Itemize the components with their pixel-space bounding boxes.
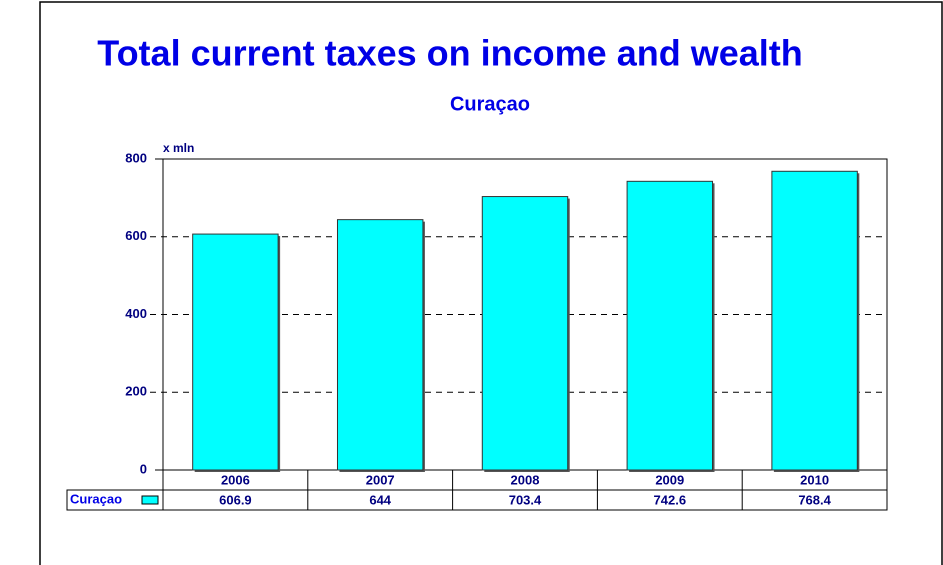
legend-label: Curaçao [70,491,122,506]
data-label: 768.4 [798,492,831,507]
y-tick-label: 200 [125,384,147,399]
data-label: 703.4 [509,492,542,507]
bar [192,233,279,471]
y-tick-label: 400 [125,306,147,321]
bar [481,196,569,471]
y-tick-label: 0 [140,461,147,476]
x-tick-label: 2006 [221,472,250,487]
chart-title: Total current taxes on income and wealth [97,33,802,74]
x-tick-label: 2010 [800,472,829,487]
bar [626,180,714,471]
x-tick-label: 2009 [655,472,684,487]
x-tick-label: 2007 [366,472,395,487]
bar [336,219,424,471]
data-label: 644 [369,492,391,507]
data-label: 742.6 [654,492,687,507]
chart-subtitle: Curaçao [450,93,530,115]
y-axis-label: x mln [163,141,194,155]
table-border [66,489,888,511]
x-tick-label: 2008 [511,472,540,487]
y-tick-label: 600 [125,228,147,243]
bar [771,170,858,471]
legend-swatch [141,495,159,505]
data-label: 606.9 [219,492,252,507]
y-tick-label: 800 [125,150,147,165]
